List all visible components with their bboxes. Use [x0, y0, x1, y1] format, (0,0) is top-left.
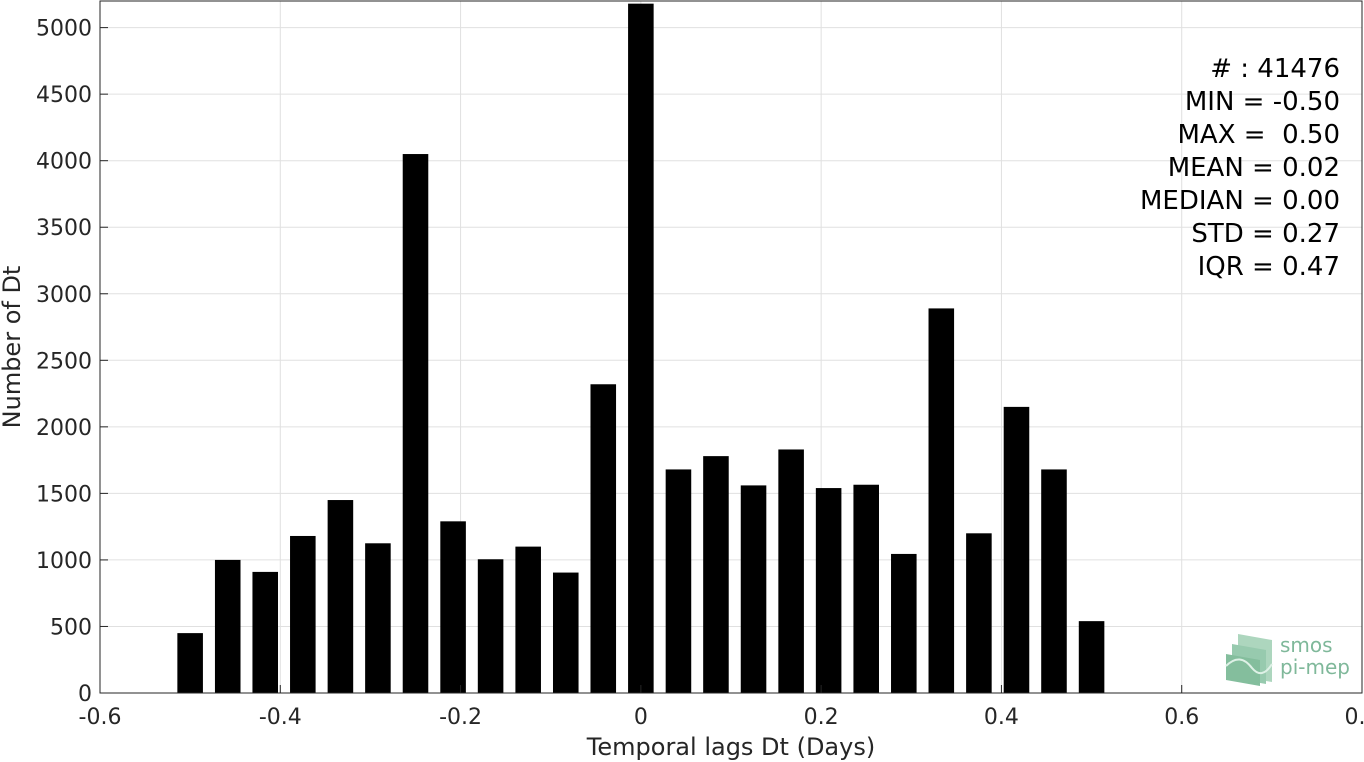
- x-axis-ticks: -0.6 -0.4 -0.2 0 0.2 0.4 0.6 0.8: [79, 685, 1364, 730]
- stats-iqr: IQR = 0.47: [1198, 252, 1340, 282]
- x-tick-label: -0.6: [79, 705, 122, 730]
- plot-frame: [99, 0, 1363, 694]
- y-tick-label: 4000: [36, 150, 92, 175]
- histogram-bar: [402, 154, 429, 694]
- logo-wave-icon: [1225, 634, 1273, 686]
- histogram-bar: [365, 543, 391, 693]
- histogram-bar: [515, 546, 541, 693]
- histogram-bar: [703, 456, 729, 693]
- y-tick-label: 5000: [36, 17, 92, 42]
- histogram-bar: [477, 559, 504, 693]
- stats-box: # : 41476 MIN = -0.50 MAX = 0.50 MEAN = …: [1140, 54, 1340, 282]
- y-tick-label: 1000: [36, 549, 92, 574]
- histogram-bar: [891, 553, 917, 693]
- y-tick-label: 2000: [36, 416, 92, 441]
- histogram-bar: [778, 449, 804, 693]
- histogram-bar: [628, 3, 654, 693]
- histogram-bar: [1003, 406, 1030, 693]
- histogram-bar: [290, 535, 316, 693]
- stats-mean: MEAN = 0.02: [1168, 153, 1340, 183]
- bars: [177, 3, 1105, 694]
- x-tick-label: -0.2: [439, 705, 482, 730]
- y-tick-label: 4500: [36, 83, 92, 108]
- stats-median: MEDIAN = 0.00: [1140, 186, 1340, 216]
- histogram-bar: [665, 469, 692, 693]
- grid-lines: [99, 1, 1363, 694]
- histogram-bar: [966, 533, 992, 693]
- histogram-bar: [440, 521, 466, 693]
- x-tick-label: -0.4: [259, 705, 302, 730]
- histogram-bar: [177, 633, 203, 693]
- y-tick-label: 3500: [36, 216, 92, 241]
- x-axis-label: Temporal lags Dt (Days): [586, 733, 875, 761]
- x-tick-label: 0.8: [1345, 705, 1364, 730]
- histogram-bar: [252, 571, 279, 693]
- x-tick-label: 0.4: [984, 705, 1019, 730]
- logo-text-pi-mep: pi-mep: [1280, 655, 1350, 679]
- x-tick-label: 0: [634, 705, 648, 730]
- histogram-bar: [1078, 621, 1105, 693]
- y-tick-label: 1500: [36, 482, 92, 507]
- histogram-bar: [590, 384, 617, 693]
- x-tick-label: 0.2: [804, 705, 839, 730]
- x-tick-label: 0.6: [1164, 705, 1199, 730]
- stats-min: MIN = -0.50: [1185, 87, 1340, 117]
- stats-count: # : 41476: [1210, 54, 1340, 84]
- stats-max: MAX = 0.50: [1178, 120, 1341, 150]
- y-axis-label: Number of Dt: [0, 266, 26, 429]
- histogram-bar: [214, 559, 241, 693]
- y-axis-ticks: 0 500 1000 1500 2000 2500 3000 3500 4000 4500 5000: [36, 17, 108, 707]
- y-tick-label: 2500: [36, 349, 92, 374]
- histogram-bar: [327, 500, 354, 693]
- y-tick-label: 500: [50, 615, 92, 640]
- y-tick-label: 0: [78, 682, 92, 707]
- smos-pi-mep-logo: smos pi-mep: [1225, 633, 1350, 686]
- histogram-bar: [928, 308, 955, 693]
- histogram-bar: [740, 485, 767, 693]
- histogram-bar: [1041, 469, 1067, 693]
- y-tick-label: 3000: [36, 283, 92, 308]
- logo-text-smos: smos: [1280, 633, 1333, 657]
- histogram-bar: [853, 484, 879, 693]
- histogram-bar: [552, 572, 579, 693]
- stats-std: STD = 0.27: [1191, 219, 1340, 249]
- histogram-bar: [815, 488, 842, 693]
